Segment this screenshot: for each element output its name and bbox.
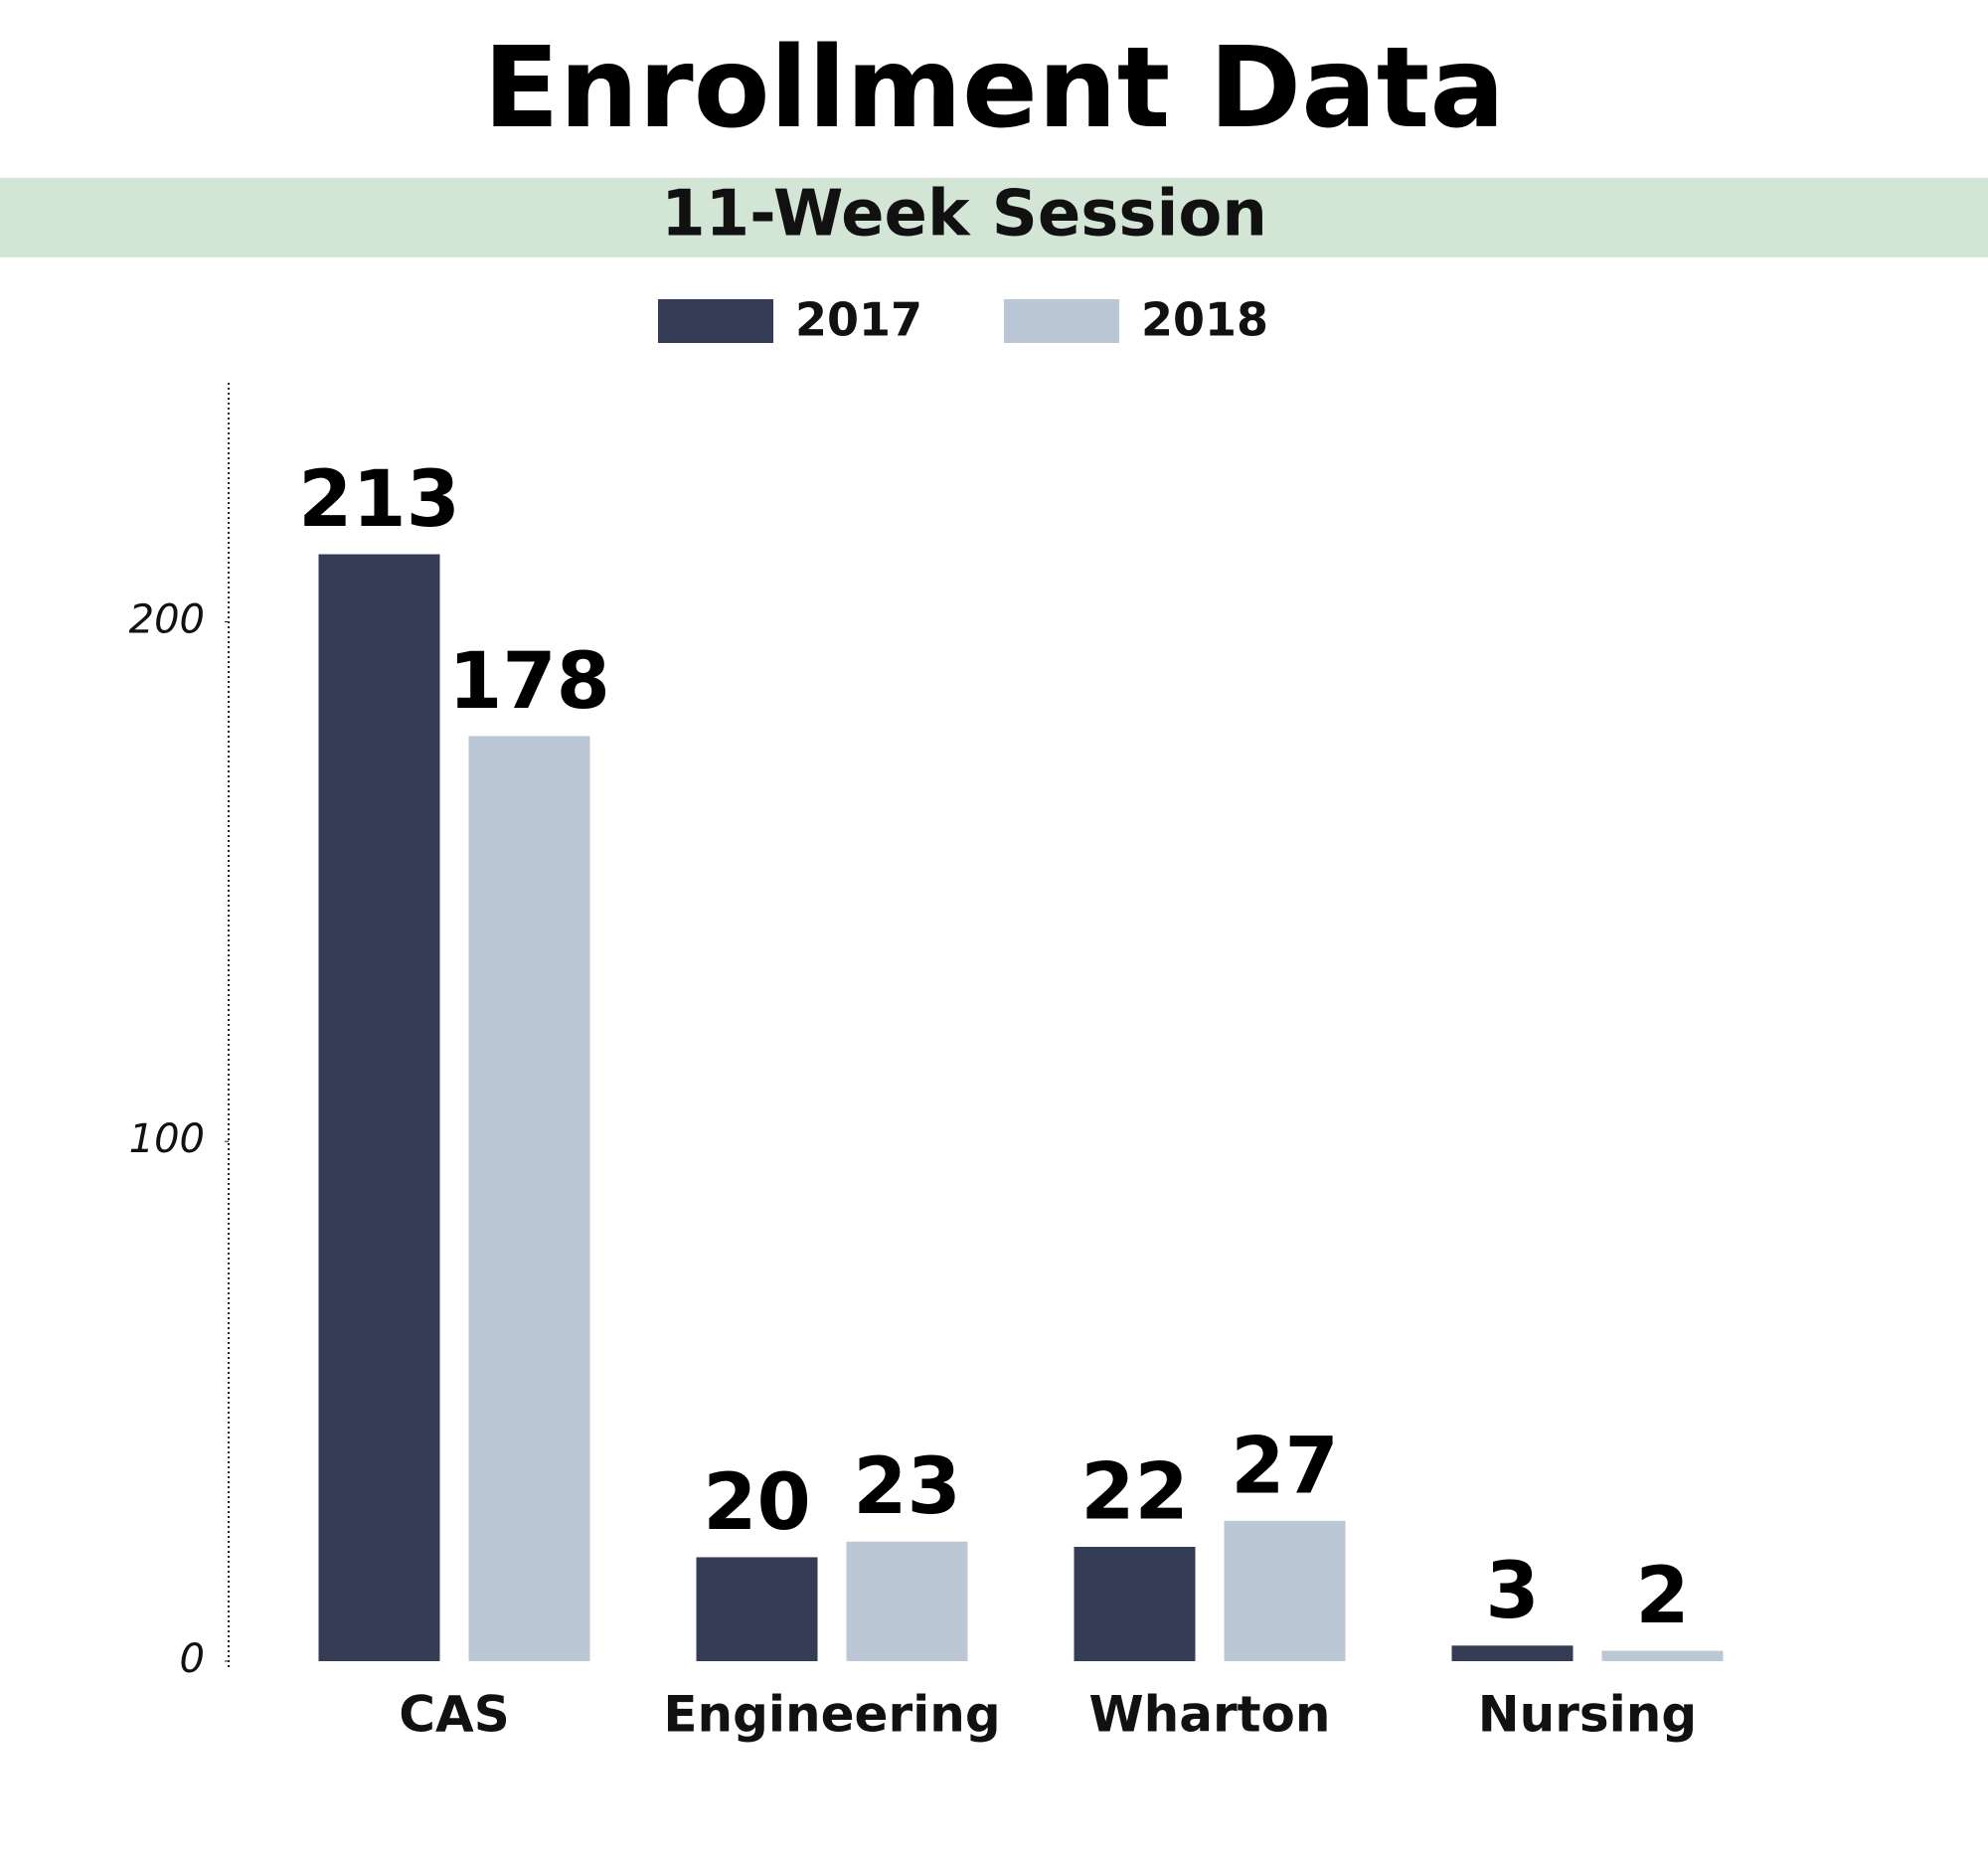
bar [696, 1557, 818, 1661]
legend-swatch [1004, 299, 1119, 343]
chart-title: Enrollment Data [483, 24, 1505, 153]
x-tick-label: Wharton [1089, 1686, 1331, 1744]
bar [1451, 1645, 1574, 1661]
y-tick-label: 200 [129, 596, 205, 642]
bar [318, 554, 440, 1661]
bar [1074, 1546, 1196, 1661]
bar [1224, 1520, 1346, 1661]
x-tick-label: Nursing [1478, 1686, 1697, 1744]
bar [846, 1541, 968, 1661]
value-label: 3 [1485, 1547, 1539, 1636]
chart-subtitle: 11-Week Session [661, 178, 1267, 252]
y-tick-label: 0 [180, 1636, 205, 1682]
value-label: 27 [1231, 1422, 1339, 1511]
legend-label: 2018 [1141, 293, 1268, 347]
value-label: 22 [1080, 1447, 1189, 1537]
bar [468, 736, 590, 1661]
y-tick-label: 100 [129, 1116, 205, 1162]
subtitle-band [0, 178, 1988, 257]
value-label: 178 [448, 637, 610, 727]
bar [1601, 1650, 1724, 1661]
value-label: 213 [298, 455, 460, 545]
value-label: 23 [853, 1442, 961, 1532]
legend-label: 2017 [795, 293, 922, 347]
legend-swatch [658, 299, 773, 343]
value-label: 20 [703, 1458, 811, 1548]
x-tick-label: Engineering [663, 1686, 1000, 1744]
x-tick-label: CAS [399, 1686, 509, 1744]
value-label: 2 [1635, 1552, 1689, 1641]
